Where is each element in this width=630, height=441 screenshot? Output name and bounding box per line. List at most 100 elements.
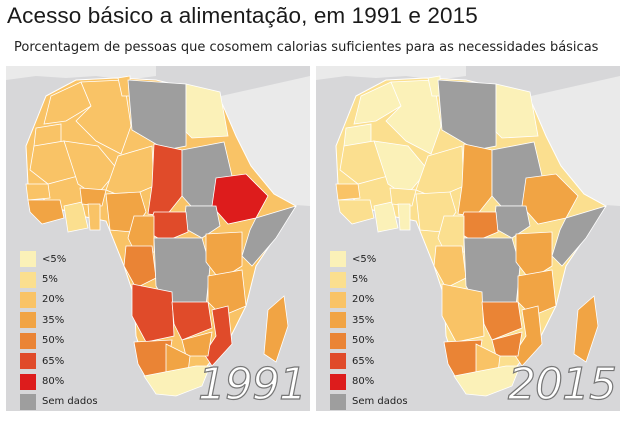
legend-swatch xyxy=(20,332,36,349)
legend-item: 80% xyxy=(330,371,408,391)
region-morocco xyxy=(353,81,402,125)
region-ivory-coast xyxy=(63,201,89,233)
region-guinea xyxy=(27,199,65,225)
year-label-1991: 1991 xyxy=(197,358,307,410)
page-title: Acesso básico a alimentação, em 1991 e 2… xyxy=(7,3,478,28)
legend-label: 80% xyxy=(42,376,65,388)
legend-label: 5% xyxy=(42,274,58,286)
region-tanzania xyxy=(517,269,557,317)
region-mauritania xyxy=(29,140,79,185)
legend-item: 65% xyxy=(330,351,408,371)
region-mauritania xyxy=(339,140,389,185)
legend-item: 20% xyxy=(330,290,408,310)
region-burkina xyxy=(389,187,417,207)
legend-swatch xyxy=(20,312,36,329)
region-libya xyxy=(127,79,187,151)
region-guinea xyxy=(337,199,375,225)
region-ghana xyxy=(87,203,101,231)
africa-map-1991 xyxy=(6,66,310,397)
region-madagascar xyxy=(263,295,289,363)
region-zimbabwe xyxy=(491,331,523,357)
legend-item: <5% xyxy=(20,249,98,269)
region-mozambique xyxy=(203,305,233,367)
region-senegal xyxy=(335,183,361,201)
region-zambia xyxy=(171,301,213,341)
middle-east-landmass xyxy=(221,76,310,206)
region-morocco xyxy=(43,81,92,125)
legend-item: 80% xyxy=(20,371,98,391)
legend-label: 20% xyxy=(42,294,65,306)
page-subtitle: Porcentagem de pessoas que cosomem calor… xyxy=(14,40,599,55)
region-ghana xyxy=(397,203,411,231)
region-madagascar xyxy=(573,295,599,363)
legend-item: 50% xyxy=(20,331,98,351)
region-angola xyxy=(441,283,485,343)
region-gabon-congo xyxy=(433,245,467,289)
region-mali xyxy=(373,140,429,197)
region-somalia xyxy=(241,205,297,267)
legend-swatch xyxy=(20,271,36,288)
legend-label: <5% xyxy=(352,253,377,265)
legend-item: 5% xyxy=(20,269,98,289)
legend-swatch xyxy=(330,353,346,370)
region-libya xyxy=(437,79,497,151)
legend-item: Sem dados xyxy=(20,392,98,411)
legend-label: 50% xyxy=(352,335,375,347)
legend-label: 80% xyxy=(352,376,375,388)
year-label-2015: 2015 xyxy=(507,358,617,410)
legend-item: 5% xyxy=(330,269,408,289)
region-burkina xyxy=(79,187,107,207)
legend-label: 65% xyxy=(42,355,65,367)
region-gabon-congo xyxy=(123,245,157,289)
region-mali xyxy=(63,140,119,197)
region-zambia xyxy=(481,301,523,341)
legend-label: 5% xyxy=(352,274,368,286)
region-zimbabwe xyxy=(181,331,213,357)
region-ivory-coast xyxy=(373,201,399,233)
legend-item: 20% xyxy=(20,290,98,310)
europe-landmass xyxy=(6,66,156,80)
legend-swatch xyxy=(330,393,346,410)
legend-item: Sem dados xyxy=(330,392,408,411)
legend-item: 35% xyxy=(20,310,98,330)
europe-landmass xyxy=(316,66,466,80)
legend-label: 65% xyxy=(352,355,375,367)
legend-2015: <5% 5% 20% 35% 50% 65% 80% Sem dados xyxy=(330,249,408,411)
legend-swatch xyxy=(20,251,36,268)
legend-label: 50% xyxy=(42,335,65,347)
region-somalia xyxy=(551,205,607,267)
middle-east-landmass xyxy=(531,76,620,206)
legend-swatch xyxy=(20,373,36,390)
legend-label: Sem dados xyxy=(352,396,408,408)
africa-map-2015 xyxy=(316,66,620,397)
region-senegal xyxy=(25,183,51,201)
legend-label: 35% xyxy=(352,314,375,326)
region-egypt xyxy=(495,83,539,139)
legend-swatch xyxy=(330,251,346,268)
legend-item: 35% xyxy=(330,310,408,330)
region-angola xyxy=(131,283,175,343)
legend-swatch xyxy=(330,373,346,390)
legend-swatch xyxy=(330,312,346,329)
region-mozambique xyxy=(513,305,543,367)
legend-label: 35% xyxy=(42,314,65,326)
legend-swatch xyxy=(20,291,36,308)
legend-label: <5% xyxy=(42,253,67,265)
legend-label: 20% xyxy=(352,294,375,306)
legend-1991: <5% 5% 20% 35% 50% 65% 80% Sem dados xyxy=(20,249,98,411)
legend-swatch xyxy=(330,291,346,308)
region-egypt xyxy=(185,83,229,139)
region-south-africa xyxy=(453,365,521,397)
map-panel-2015: <5% 5% 20% 35% 50% 65% 80% Sem dados 201… xyxy=(316,66,620,411)
legend-label: Sem dados xyxy=(42,396,98,408)
legend-swatch xyxy=(330,332,346,349)
region-south-africa xyxy=(143,365,211,397)
region-tanzania xyxy=(207,269,247,317)
legend-item: 50% xyxy=(330,331,408,351)
legend-item: 65% xyxy=(20,351,98,371)
legend-swatch xyxy=(20,393,36,410)
legend-swatch xyxy=(330,271,346,288)
legend-item: <5% xyxy=(330,249,408,269)
legend-swatch xyxy=(20,353,36,370)
map-panel-1991: <5% 5% 20% 35% 50% 65% 80% Sem dados 199… xyxy=(6,66,310,411)
